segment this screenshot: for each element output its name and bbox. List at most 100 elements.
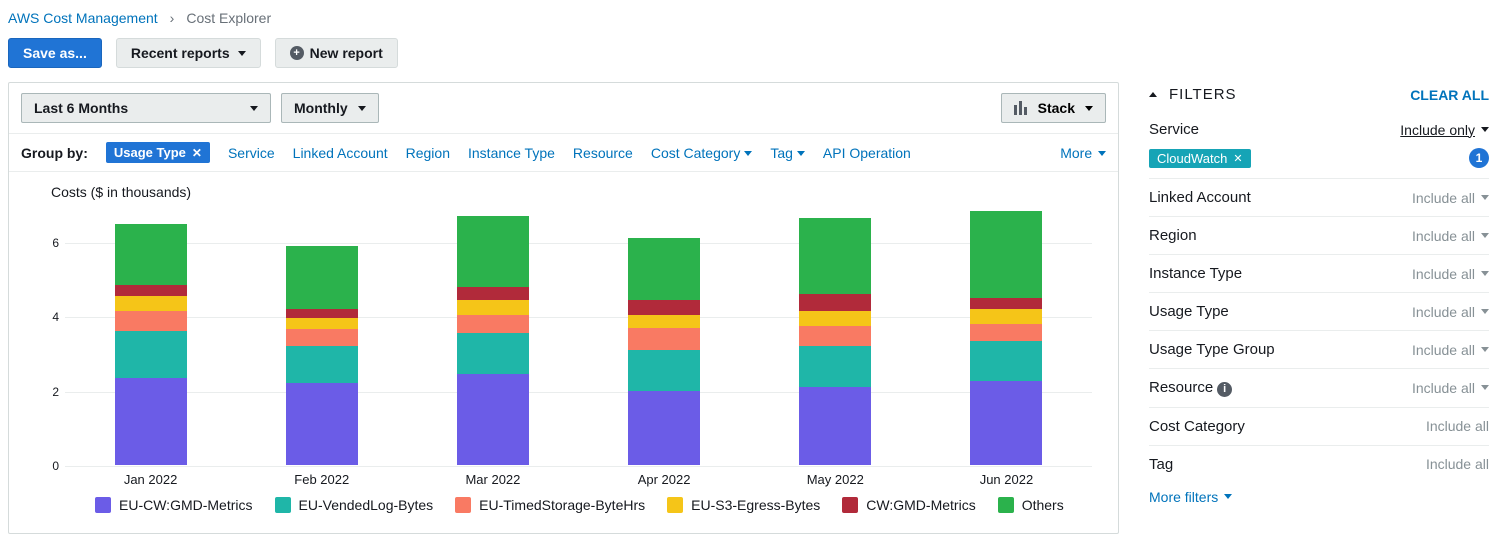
legend-label: Others [1022,497,1064,513]
filter-name: Cost Category [1149,418,1245,435]
bar-segment [286,318,358,329]
chevron-down-icon [1481,195,1489,200]
filters-title-label: FILTERS [1169,86,1237,103]
filter-value[interactable]: Include all [1426,456,1489,472]
filter-value[interactable]: Include all [1412,190,1489,206]
bar-segment [115,378,187,465]
chevron-down-icon [1224,494,1232,499]
legend-swatch [842,497,858,513]
bar-segment [628,391,700,465]
group-by-more[interactable]: More [1060,145,1106,161]
chevron-down-icon [1481,127,1489,132]
bar[interactable] [286,246,358,465]
legend-swatch [998,497,1014,513]
gridline [65,466,1092,467]
x-axis-label: Jan 2022 [65,466,236,487]
bar-segment [457,333,529,374]
group-by-option[interactable]: Instance Type [468,145,555,161]
filter-row[interactable]: Instance TypeInclude all [1149,254,1489,292]
bar-segment [286,383,358,465]
legend-item[interactable]: Others [998,497,1064,513]
group-by-option[interactable]: Tag [770,145,805,161]
bar-segment [799,311,871,326]
filter-row[interactable]: Usage Type GroupInclude all [1149,330,1489,368]
recent-reports-button[interactable]: Recent reports [116,38,261,68]
filter-value[interactable]: Include all [1412,304,1489,320]
filter-value[interactable]: Include all [1412,342,1489,358]
bar-segment [115,285,187,296]
close-icon[interactable]: ✕ [192,146,202,160]
filter-name: Tag [1149,456,1173,473]
bar[interactable] [970,211,1042,465]
breadcrumb: AWS Cost Management › Cost Explorer [0,0,1497,32]
legend-item[interactable]: EU-TimedStorage-ByteHrs [455,497,645,513]
chart-type-select[interactable]: Stack [1001,93,1106,123]
group-by-option[interactable]: Linked Account [293,145,388,161]
more-filters-label: More filters [1149,489,1218,505]
filter-row[interactable]: Cost Category Include all [1149,407,1489,445]
info-icon[interactable]: i [1217,382,1232,397]
chevron-down-icon [1481,347,1489,352]
cost-chart: 0246 [65,206,1092,466]
bar-segment [115,331,187,377]
bar[interactable] [115,224,187,465]
breadcrumb-root[interactable]: AWS Cost Management [8,10,158,26]
filter-value[interactable]: Include all [1426,418,1489,434]
bar-segment [970,211,1042,298]
close-icon[interactable]: ✕ [1233,152,1242,165]
legend-item[interactable]: EU-VendedLog-Bytes [275,497,434,513]
filter-value[interactable]: Include only [1400,122,1489,138]
chevron-down-icon [1098,151,1106,156]
filter-row[interactable]: ResourceiInclude all [1149,368,1489,407]
bar-segment [286,329,358,346]
granularity-select[interactable]: Monthly [281,93,379,123]
filter-chip[interactable]: CloudWatch✕ [1149,149,1251,168]
filter-row[interactable]: Linked AccountInclude all [1149,178,1489,216]
legend-label: EU-S3-Egress-Bytes [691,497,820,513]
bar[interactable] [457,216,529,465]
time-range-select[interactable]: Last 6 Months [21,93,271,123]
filter-value[interactable]: Include all [1412,228,1489,244]
bar[interactable] [799,218,871,465]
group-by-row: Group by: Usage Type ✕ ServiceLinked Acc… [9,133,1118,172]
filter-row[interactable]: Region Include all [1149,216,1489,254]
chevron-right-icon: › [170,10,175,26]
group-by-option[interactable]: Region [406,145,450,161]
x-axis-label: Apr 2022 [579,466,750,487]
bar-segment [628,238,700,299]
legend-item[interactable]: EU-S3-Egress-Bytes [667,497,820,513]
bar-segment [628,300,700,315]
filter-row[interactable]: ServiceInclude only [1149,111,1489,148]
bar-segment [286,309,358,318]
group-by-active-chip[interactable]: Usage Type ✕ [106,142,210,163]
legend-item[interactable]: CW:GMD-Metrics [842,497,975,513]
chevron-down-icon [250,106,258,111]
bar-segment [457,315,529,334]
group-by-option[interactable]: Resource [573,145,633,161]
filter-name: Region [1149,227,1197,244]
filter-row[interactable]: Tag Include all [1149,445,1489,483]
bar[interactable] [628,238,700,465]
chevron-down-icon [797,151,805,156]
save-as-button[interactable]: Save as... [8,38,102,68]
group-by-option[interactable]: Service [228,145,275,161]
new-report-button[interactable]: + New report [275,38,398,68]
bar-segment [799,294,871,311]
filter-value[interactable]: Include all [1412,266,1489,282]
legend-swatch [275,497,291,513]
bar-chart-icon [1014,101,1030,115]
legend-swatch [455,497,471,513]
filters-header[interactable]: FILTERS [1149,86,1237,103]
clear-all-button[interactable]: CLEAR ALL [1410,87,1489,103]
filter-row[interactable]: Usage TypeInclude all [1149,292,1489,330]
legend-item[interactable]: EU-CW:GMD-Metrics [95,497,253,513]
bar-segment [970,324,1042,341]
bar-segment [799,326,871,346]
legend-label: EU-CW:GMD-Metrics [119,497,253,513]
group-by-option[interactable]: Cost Category [651,145,752,161]
filter-value[interactable]: Include all [1412,380,1489,396]
group-by-option[interactable]: API Operation [823,145,911,161]
chart-title: Costs ($ in thousands) [25,184,1102,200]
more-filters-button[interactable]: More filters [1149,483,1232,505]
bar-segment [628,315,700,328]
